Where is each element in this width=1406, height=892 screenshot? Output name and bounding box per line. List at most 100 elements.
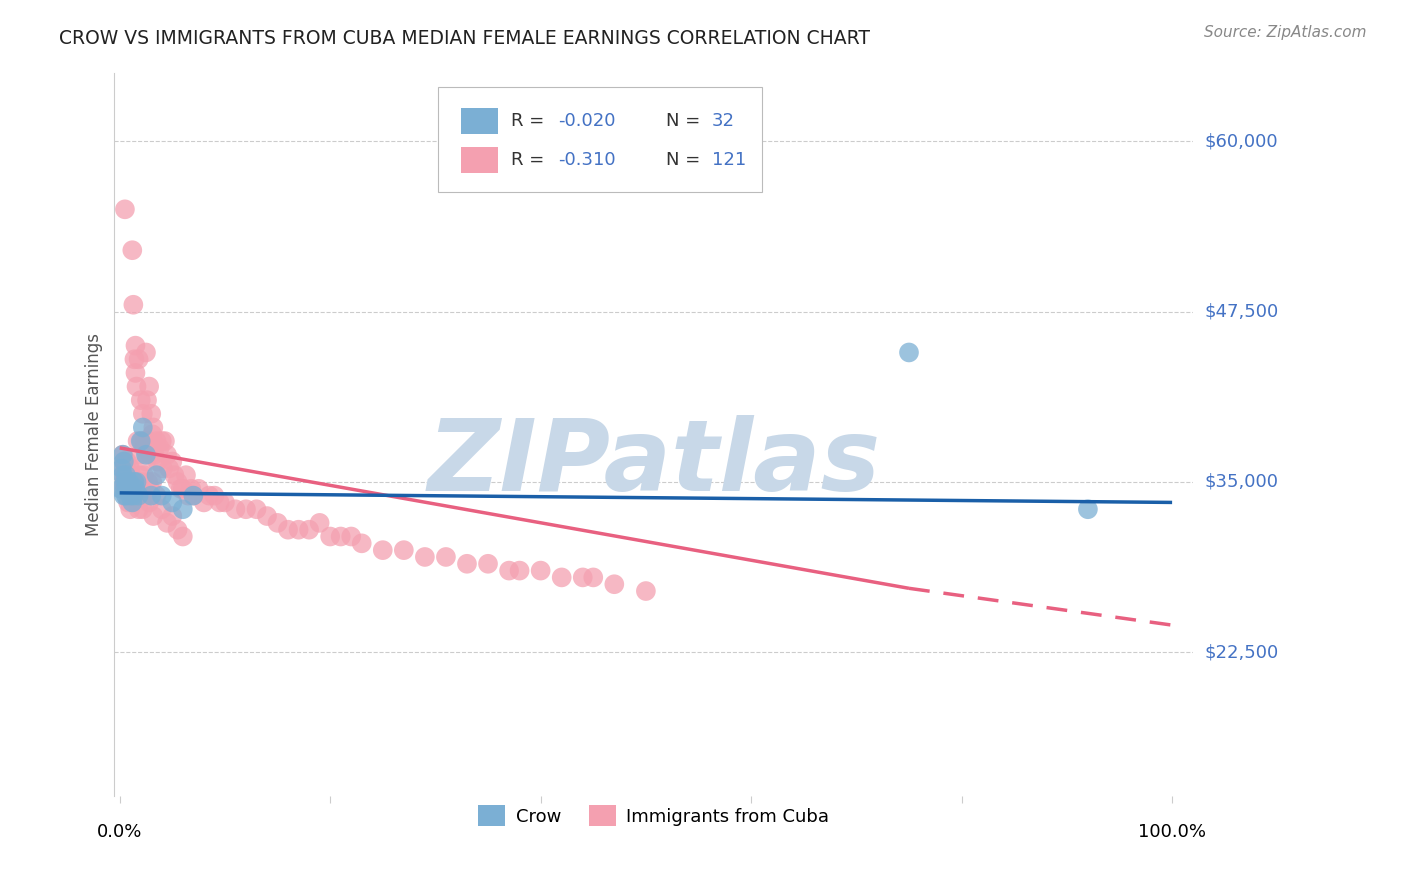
FancyBboxPatch shape: [439, 87, 762, 192]
Point: [141, 475, 163, 489]
Point: [128, 448, 150, 462]
Point: [277, 523, 299, 537]
Point: [127, 434, 149, 448]
Y-axis label: Median Female Earnings: Median Female Earnings: [86, 333, 103, 536]
Point: [172, 502, 194, 516]
Point: [142, 420, 165, 434]
Text: Source: ZipAtlas.com: Source: ZipAtlas.com: [1204, 25, 1367, 40]
Point: [180, 482, 202, 496]
Point: [115, 454, 138, 468]
Point: [166, 523, 188, 537]
Point: [125, 475, 148, 489]
Text: -0.020: -0.020: [558, 112, 616, 130]
Text: $22,500: $22,500: [1205, 643, 1278, 661]
Point: [118, 475, 141, 489]
Point: [110, 475, 132, 489]
Point: [112, 489, 135, 503]
Text: $60,000: $60,000: [1205, 132, 1278, 150]
Point: [136, 393, 159, 408]
Point: [111, 461, 134, 475]
Point: [224, 502, 246, 516]
Point: [115, 468, 138, 483]
Point: [287, 523, 309, 537]
Point: [115, 468, 138, 483]
Point: [145, 489, 167, 503]
Point: [530, 564, 553, 578]
Point: [166, 475, 188, 489]
Text: -0.310: -0.310: [558, 151, 616, 169]
Point: [141, 427, 163, 442]
Point: [138, 379, 160, 393]
Point: [115, 489, 138, 503]
Text: $35,000: $35,000: [1205, 473, 1278, 491]
Point: [112, 454, 135, 468]
Point: [111, 475, 134, 489]
Text: 32: 32: [711, 112, 735, 130]
Point: [145, 434, 167, 448]
Point: [145, 468, 167, 483]
Point: [118, 475, 141, 489]
Point: [120, 461, 142, 475]
Point: [128, 502, 150, 516]
Point: [156, 516, 179, 530]
Point: [115, 482, 138, 496]
Text: N =: N =: [665, 112, 706, 130]
Point: [129, 393, 152, 408]
Point: [156, 448, 179, 462]
Point: [172, 482, 194, 496]
Point: [150, 489, 173, 503]
Point: [117, 482, 139, 496]
Point: [174, 468, 197, 483]
Point: [118, 461, 141, 475]
Text: R =: R =: [512, 151, 550, 169]
Point: [256, 509, 278, 524]
Point: [132, 407, 155, 421]
Point: [143, 448, 166, 462]
Point: [139, 482, 162, 496]
Point: [122, 298, 145, 312]
Point: [124, 475, 146, 489]
Point: [114, 461, 136, 475]
Point: [112, 454, 135, 468]
Point: [120, 475, 142, 489]
Point: [571, 570, 593, 584]
Point: [121, 489, 143, 503]
Text: 100.0%: 100.0%: [1137, 823, 1206, 841]
Point: [111, 482, 134, 496]
Point: [114, 202, 136, 217]
Point: [134, 434, 156, 448]
Point: [131, 475, 153, 489]
Point: [110, 482, 132, 496]
Point: [122, 489, 145, 503]
Point: [150, 502, 173, 516]
Point: [413, 549, 436, 564]
Point: [115, 475, 138, 489]
Point: [582, 570, 605, 584]
Point: [129, 434, 152, 448]
Point: [111, 448, 134, 462]
Point: [124, 482, 146, 496]
Point: [111, 461, 134, 475]
Point: [477, 557, 499, 571]
Point: [127, 482, 149, 496]
Point: [120, 482, 142, 496]
Point: [898, 345, 921, 359]
Point: [111, 448, 134, 462]
Point: [170, 482, 193, 496]
Point: [371, 543, 394, 558]
Point: [124, 366, 146, 380]
Text: CROW VS IMMIGRANTS FROM CUBA MEDIAN FEMALE EARNINGS CORRELATION CHART: CROW VS IMMIGRANTS FROM CUBA MEDIAN FEMA…: [59, 29, 870, 47]
Point: [172, 529, 194, 543]
Point: [319, 529, 342, 543]
Point: [456, 557, 478, 571]
Point: [128, 468, 150, 483]
Point: [122, 489, 145, 503]
Point: [266, 516, 288, 530]
Point: [214, 495, 236, 509]
Text: 121: 121: [711, 151, 747, 169]
Point: [340, 529, 363, 543]
Text: $47,500: $47,500: [1205, 302, 1278, 320]
Point: [245, 502, 267, 516]
Point: [603, 577, 626, 591]
Point: [162, 454, 184, 468]
